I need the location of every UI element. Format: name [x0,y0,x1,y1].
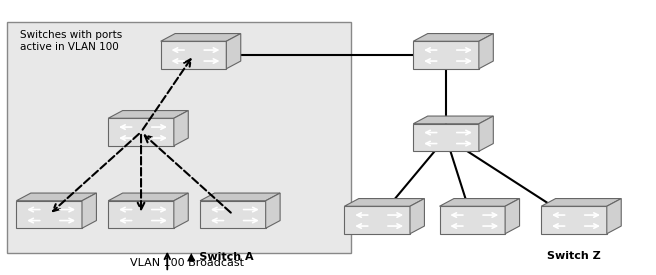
Polygon shape [413,34,493,41]
Polygon shape [161,41,226,69]
Text: Switch Z: Switch Z [547,251,601,261]
Polygon shape [174,193,188,228]
Polygon shape [161,34,241,41]
Polygon shape [479,34,493,69]
Polygon shape [16,201,82,228]
Polygon shape [413,124,479,151]
Polygon shape [440,206,505,234]
Polygon shape [344,206,410,234]
Polygon shape [541,199,621,206]
Polygon shape [413,116,493,124]
Polygon shape [479,116,493,151]
Polygon shape [413,41,479,69]
Text: ▲ Switch A: ▲ Switch A [187,252,254,262]
Polygon shape [108,193,188,201]
Polygon shape [505,199,520,234]
Polygon shape [541,206,607,234]
Polygon shape [266,193,280,228]
Polygon shape [200,201,266,228]
Polygon shape [344,199,424,206]
Polygon shape [200,193,280,201]
Polygon shape [174,111,188,146]
Polygon shape [108,111,188,118]
Text: Switches with ports
active in VLAN 100: Switches with ports active in VLAN 100 [20,30,122,52]
Polygon shape [108,201,174,228]
FancyBboxPatch shape [7,22,351,253]
Polygon shape [108,118,174,146]
Polygon shape [16,193,96,201]
Polygon shape [440,199,520,206]
Polygon shape [410,199,424,234]
Polygon shape [82,193,96,228]
Polygon shape [226,34,241,69]
Text: VLAN 100 Broadcast: VLAN 100 Broadcast [130,258,244,268]
Polygon shape [607,199,621,234]
